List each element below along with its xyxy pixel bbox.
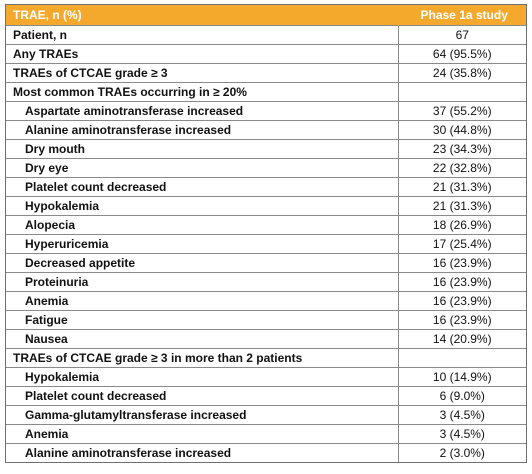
row-value: 22 (32.8%) [397, 157, 526, 177]
row-label: Patient, n [6, 24, 398, 44]
section-row-grade-3-more-than-2: TRAEs of CTCAE grade ≥ 3 in more than 2 … [6, 347, 526, 367]
section-label: TRAEs of CTCAE grade ≥ 3 in more than 2 … [6, 347, 398, 367]
row-label: Hypokalemia [6, 366, 398, 386]
row-value: 21 (31.3%) [397, 195, 526, 215]
trae-table-container: TRAE, n (%) Phase 1a study Patient, n 67… [5, 4, 527, 463]
row-label: Platelet count decreased [6, 385, 398, 405]
table-row: Patient, n 67 [6, 24, 526, 44]
row-label: Proteinuria [6, 271, 398, 291]
table-row: Hyperuricemia 17 (25.4%) [6, 233, 526, 253]
row-value: 14 (20.9%) [397, 328, 526, 348]
row-value: 18 (26.9%) [397, 214, 526, 234]
table-row: Aspartate aminotransferase increased 37 … [6, 100, 526, 120]
section-value [397, 347, 526, 367]
row-value: 17 (25.4%) [397, 233, 526, 253]
row-label: Hyperuricemia [6, 233, 398, 253]
row-label: Alanine aminotransferase increased [6, 442, 398, 462]
table-row: Alanine aminotransferase increased 30 (4… [6, 119, 526, 139]
table-row: Hypokalemia 10 (14.9%) [6, 366, 526, 386]
row-label: TRAEs of CTCAE grade ≥ 3 [6, 62, 398, 82]
section-value [397, 81, 526, 101]
header-phase-1a-study: Phase 1a study [397, 5, 526, 25]
row-label: Aspartate aminotransferase increased [6, 100, 398, 120]
table-row: Anemia 16 (23.9%) [6, 290, 526, 310]
table-row: Platelet count decreased 21 (31.3%) [6, 176, 526, 196]
trae-table: TRAE, n (%) Phase 1a study Patient, n 67… [6, 5, 526, 462]
table-row: Decreased appetite 16 (23.9%) [6, 252, 526, 272]
table-header-row: TRAE, n (%) Phase 1a study [6, 5, 526, 25]
row-value: 30 (44.8%) [397, 119, 526, 139]
section-row-most-common: Most common TRAEs occurring in ≥ 20% [6, 81, 526, 101]
row-value: 37 (55.2%) [397, 100, 526, 120]
row-value: 10 (14.9%) [397, 366, 526, 386]
row-value: 67 [397, 24, 526, 44]
header-trae: TRAE, n (%) [6, 5, 398, 25]
table-row: Platelet count decreased 6 (9.0%) [6, 385, 526, 405]
row-label: Anemia [6, 290, 398, 310]
row-label: Fatigue [6, 309, 398, 329]
row-label: Dry mouth [6, 138, 398, 158]
table-row: Alopecia 18 (26.9%) [6, 214, 526, 234]
table-row: Dry eye 22 (32.8%) [6, 157, 526, 177]
table-row: Nausea 14 (20.9%) [6, 328, 526, 348]
table-row: Alanine aminotransferase increased 2 (3.… [6, 442, 526, 462]
row-label: Dry eye [6, 157, 398, 177]
row-label: Platelet count decreased [6, 176, 398, 196]
row-value: 64 (95.5%) [397, 43, 526, 63]
row-label: Hypokalemia [6, 195, 398, 215]
row-label: Alanine aminotransferase increased [6, 119, 398, 139]
table-row: Gamma-glutamyltransferase increased 3 (4… [6, 404, 526, 424]
row-label: Anemia [6, 423, 398, 443]
row-value: 16 (23.9%) [397, 309, 526, 329]
row-value: 24 (35.8%) [397, 62, 526, 82]
table-row: Fatigue 16 (23.9%) [6, 309, 526, 329]
row-label: Nausea [6, 328, 398, 348]
row-value: 16 (23.9%) [397, 271, 526, 291]
table-row: Anemia 3 (4.5%) [6, 423, 526, 443]
row-value: 16 (23.9%) [397, 252, 526, 272]
table-row: Any TRAEs 64 (95.5%) [6, 43, 526, 63]
table-row: Dry mouth 23 (34.3%) [6, 138, 526, 158]
row-value: 3 (4.5%) [397, 423, 526, 443]
row-label: Decreased appetite [6, 252, 398, 272]
row-label: Any TRAEs [6, 43, 398, 63]
table-row: Proteinuria 16 (23.9%) [6, 271, 526, 291]
row-value: 21 (31.3%) [397, 176, 526, 196]
row-value: 16 (23.9%) [397, 290, 526, 310]
row-label: Gamma-glutamyltransferase increased [6, 404, 398, 424]
table-row: TRAEs of CTCAE grade ≥ 3 24 (35.8%) [6, 62, 526, 82]
section-label: Most common TRAEs occurring in ≥ 20% [6, 81, 398, 101]
row-value: 3 (4.5%) [397, 404, 526, 424]
row-label: Alopecia [6, 214, 398, 234]
table-row: Hypokalemia 21 (31.3%) [6, 195, 526, 215]
row-value: 23 (34.3%) [397, 138, 526, 158]
row-value: 2 (3.0%) [397, 442, 526, 462]
row-value: 6 (9.0%) [397, 385, 526, 405]
